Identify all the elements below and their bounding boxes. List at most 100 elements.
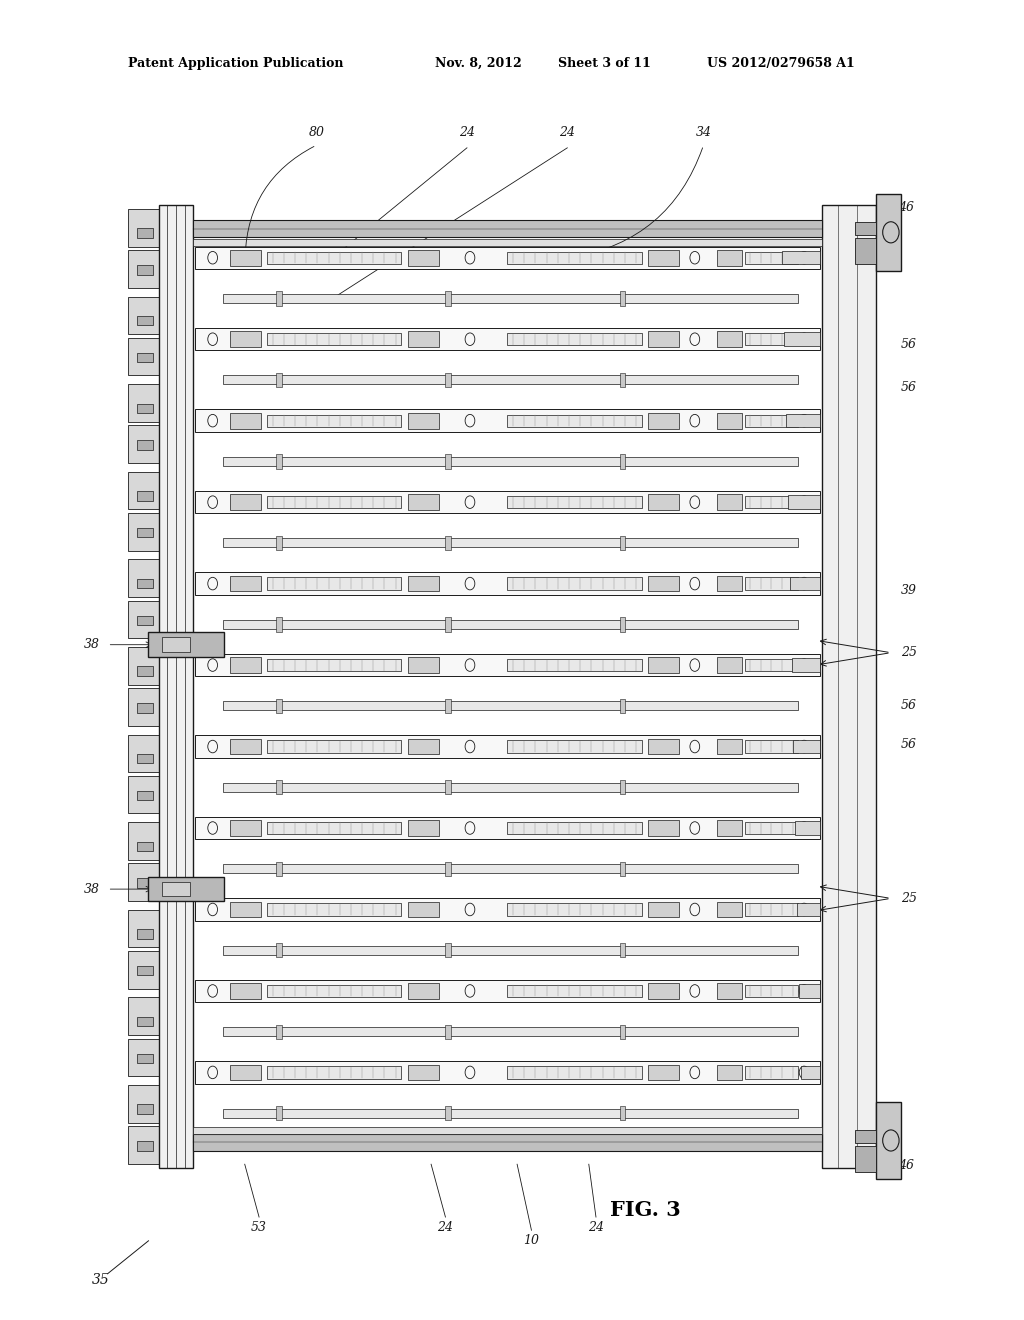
Bar [717, 902, 741, 917]
Bar [620, 1024, 626, 1039]
Bar [717, 820, 741, 836]
Bar [223, 701, 798, 710]
Bar [137, 528, 153, 537]
Bar [223, 294, 798, 304]
Bar [196, 247, 819, 269]
Bar [445, 862, 451, 876]
Bar [276, 862, 282, 876]
Bar [267, 741, 401, 752]
Text: 24: 24 [588, 1221, 604, 1234]
Bar [194, 1126, 821, 1134]
Bar [137, 441, 153, 450]
Text: Patent Application Publication: Patent Application Publication [128, 57, 343, 70]
Bar [223, 375, 798, 384]
Bar [128, 471, 159, 510]
Bar [790, 577, 819, 590]
Bar [408, 1064, 438, 1080]
Bar [408, 331, 438, 347]
Bar [196, 409, 819, 432]
Bar [196, 817, 819, 840]
Bar [855, 1146, 876, 1172]
Bar [408, 413, 438, 429]
Bar [137, 966, 153, 975]
Bar [229, 739, 261, 754]
Text: 25: 25 [901, 892, 918, 906]
Bar [196, 1061, 819, 1084]
Bar [445, 780, 451, 795]
Bar [194, 1134, 821, 1151]
Text: 10: 10 [523, 1234, 540, 1247]
Bar [445, 1024, 451, 1039]
Bar [223, 457, 798, 466]
Bar [128, 425, 159, 463]
Bar [162, 638, 189, 652]
Bar [276, 1024, 282, 1039]
Bar [620, 618, 626, 631]
Text: US 2012/0279658 A1: US 2012/0279658 A1 [707, 57, 854, 70]
Bar [229, 576, 261, 591]
Bar [620, 698, 626, 713]
Bar [620, 862, 626, 876]
Bar [276, 942, 282, 957]
Bar [128, 822, 159, 859]
Bar [717, 576, 741, 591]
Text: 46: 46 [898, 201, 914, 214]
Bar [128, 560, 159, 597]
Bar [137, 491, 153, 500]
Text: 24: 24 [559, 125, 575, 139]
Bar [276, 372, 282, 387]
Bar [267, 252, 401, 264]
Bar [717, 249, 741, 265]
Bar [137, 754, 153, 763]
Bar [128, 297, 159, 334]
Bar [267, 496, 401, 508]
Bar [445, 618, 451, 631]
Bar [267, 822, 401, 834]
Bar [137, 878, 153, 888]
Bar [137, 1016, 153, 1026]
Bar [196, 899, 819, 920]
Bar [196, 573, 819, 595]
Bar [620, 1106, 626, 1121]
Bar [508, 1067, 642, 1078]
Bar [445, 942, 451, 957]
Bar [128, 1085, 159, 1122]
Bar [229, 902, 261, 917]
Bar [445, 1106, 451, 1121]
Bar [128, 601, 159, 639]
Bar [744, 252, 798, 264]
Bar [855, 1130, 876, 1143]
Bar [786, 414, 819, 428]
Bar [137, 404, 153, 413]
Bar [267, 1067, 401, 1078]
Bar [128, 209, 159, 247]
Bar [128, 998, 159, 1035]
Bar [137, 791, 153, 800]
Bar [821, 205, 876, 1168]
Bar [408, 983, 438, 999]
Bar [229, 331, 261, 347]
Bar [276, 536, 282, 550]
Bar [717, 413, 741, 429]
Bar [408, 657, 438, 673]
Bar [648, 494, 679, 510]
Bar [620, 942, 626, 957]
Bar [876, 194, 901, 271]
Text: Nov. 8, 2012: Nov. 8, 2012 [435, 57, 522, 70]
Bar [648, 820, 679, 836]
Bar [267, 985, 401, 997]
Bar [194, 220, 821, 238]
Bar [744, 822, 798, 834]
Bar [744, 333, 798, 346]
Text: 34: 34 [695, 125, 712, 139]
Bar [196, 735, 819, 758]
Bar [648, 1064, 679, 1080]
Text: 56: 56 [901, 381, 918, 395]
Bar [445, 372, 451, 387]
Bar [408, 576, 438, 591]
Bar [648, 902, 679, 917]
Bar [508, 741, 642, 752]
Bar [744, 741, 798, 752]
Bar [408, 739, 438, 754]
Bar [508, 414, 642, 426]
